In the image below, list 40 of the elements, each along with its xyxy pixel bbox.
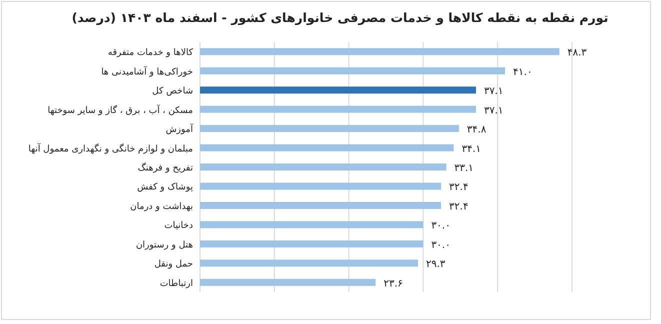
bar [200, 106, 476, 113]
y-tick-label: آموزش [166, 123, 194, 136]
bar [200, 260, 418, 267]
bar [200, 278, 376, 286]
bar [200, 125, 459, 132]
y-tick-label: حمل ونقل [154, 260, 193, 270]
bar [200, 202, 442, 209]
data-label: ۴۱.۰ [513, 66, 532, 78]
y-tick-label: خوراکی‌ها و آشامیدنی ها [101, 65, 193, 78]
y-tick-label: پوشاک و کفش [137, 182, 194, 193]
bar [200, 86, 476, 94]
bar [200, 164, 446, 170]
data-label: ۲۹.۳ [426, 259, 446, 270]
bar [200, 67, 506, 74]
data-label: ۳۳.۱ [454, 163, 474, 174]
y-tick-label: ارتباطات [160, 278, 193, 289]
data-label: ۳۷.۱ [484, 105, 504, 116]
y-tick-label: کالاها و خدمات متفرقه [108, 48, 194, 58]
chart-title: تورم نقطه به نقطه کالاها و خدمات مصرفی خانوارهای کشور - اسفند ماه ۱۴۰۳ (درصد) [72, 10, 608, 26]
y-tick-label: مسکن ، آب ، برق ، گاز و سایر سوختها [48, 104, 194, 116]
data-label: ۲۳.۶ [384, 278, 403, 290]
y-tick-label: مبلمان و لوازم خانگی و نگهداری معمول آنها [28, 142, 194, 154]
bar [200, 48, 560, 56]
data-label: ۳۴.۱ [462, 144, 481, 155]
y-tick-label: تفریح و فرهنگ [138, 162, 194, 174]
data-label: ۳۰.۰ [431, 220, 450, 232]
y-tick-label: هتل و رستوران [136, 240, 194, 250]
data-label: ۳۷.۱ [484, 86, 504, 98]
data-label: ۳۲.۴ [449, 182, 468, 194]
y-tick-label: دخانیات [164, 221, 193, 232]
y-tick-label: شاخص کل [152, 86, 193, 97]
data-label: ۴۸.۳ [567, 48, 588, 59]
y-tick-label: بهداشت و درمان [130, 202, 193, 212]
bar [200, 144, 454, 152]
data-label: ۳۴.۸ [466, 124, 487, 136]
bar [200, 221, 424, 228]
bar [200, 182, 442, 190]
bar [200, 240, 424, 248]
data-label: ۳۲.۴ [449, 201, 468, 212]
data-label: ۳۰.۰ [431, 240, 450, 251]
